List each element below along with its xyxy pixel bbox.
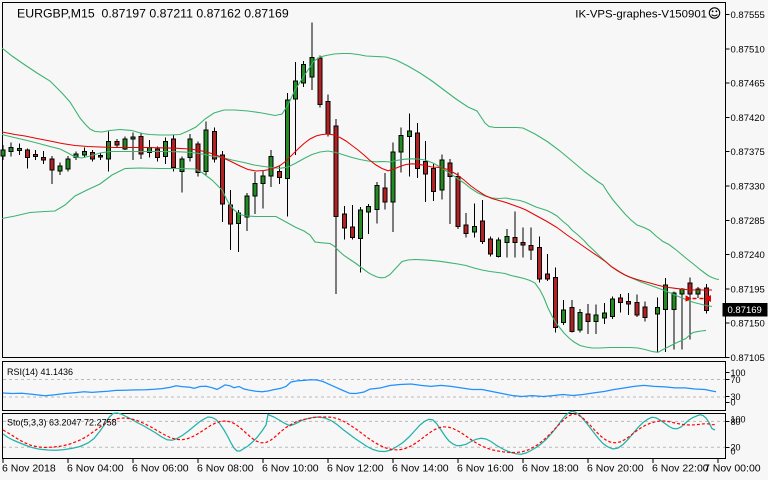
svg-text:0.87375: 0.87375: [731, 147, 765, 158]
svg-text:0.87240: 0.87240: [731, 250, 765, 261]
svg-text:0: 0: [731, 446, 736, 456]
svg-text:0.87169: 0.87169: [728, 305, 762, 316]
svg-text:30: 30: [731, 392, 741, 402]
svg-text:6 Nov 06:00: 6 Nov 06:00: [132, 463, 189, 475]
svg-text:6 Nov 18:00: 6 Nov 18:00: [522, 463, 579, 475]
svg-text:20: 20: [731, 443, 741, 453]
svg-text:0.87555: 0.87555: [731, 10, 765, 21]
svg-text:100: 100: [731, 415, 746, 425]
svg-text:0: 0: [731, 398, 736, 408]
svg-text:6 Nov 22:00: 6 Nov 22:00: [652, 463, 709, 475]
svg-text:0.87150: 0.87150: [731, 319, 765, 330]
svg-text:7 Nov 00:00: 7 Nov 00:00: [704, 463, 761, 475]
svg-text:0.87195: 0.87195: [731, 284, 765, 295]
svg-text:80: 80: [731, 417, 741, 427]
svg-text:RSI(14) 41.1436: RSI(14) 41.1436: [7, 367, 73, 377]
svg-text:0.87105: 0.87105: [731, 353, 765, 364]
svg-text:6 Nov 12:00: 6 Nov 12:00: [327, 463, 384, 475]
svg-text:100: 100: [731, 368, 746, 378]
svg-text:6 Nov 14:00: 6 Nov 14:00: [392, 463, 449, 475]
svg-text:6 Nov 16:00: 6 Nov 16:00: [457, 463, 514, 475]
svg-text:6 Nov 08:00: 6 Nov 08:00: [197, 463, 254, 475]
svg-text:IK-VPS-graphes-V150901: IK-VPS-graphes-V150901: [575, 9, 707, 21]
svg-text:0.87420: 0.87420: [731, 113, 765, 124]
svg-text:0.87285: 0.87285: [731, 216, 765, 227]
svg-text:0.87510: 0.87510: [731, 44, 765, 55]
svg-text:0.87465: 0.87465: [731, 79, 765, 90]
svg-text:6 Nov 04:00: 6 Nov 04:00: [67, 463, 124, 475]
svg-text:70: 70: [731, 375, 741, 385]
svg-text:EURGBP,M15 0.87197 0.87211 0.: EURGBP,M15 0.87197 0.87211 0.87162 0.871…: [17, 7, 289, 21]
svg-text:6 Nov 2018: 6 Nov 2018: [2, 463, 56, 475]
svg-text:Sto(5,3,3) 63.2047 72.2758: Sto(5,3,3) 63.2047 72.2758: [7, 418, 117, 428]
svg-text:6 Nov 10:00: 6 Nov 10:00: [262, 463, 319, 475]
svg-text:0.87330: 0.87330: [731, 182, 765, 193]
svg-text:6 Nov 20:00: 6 Nov 20:00: [587, 463, 644, 475]
